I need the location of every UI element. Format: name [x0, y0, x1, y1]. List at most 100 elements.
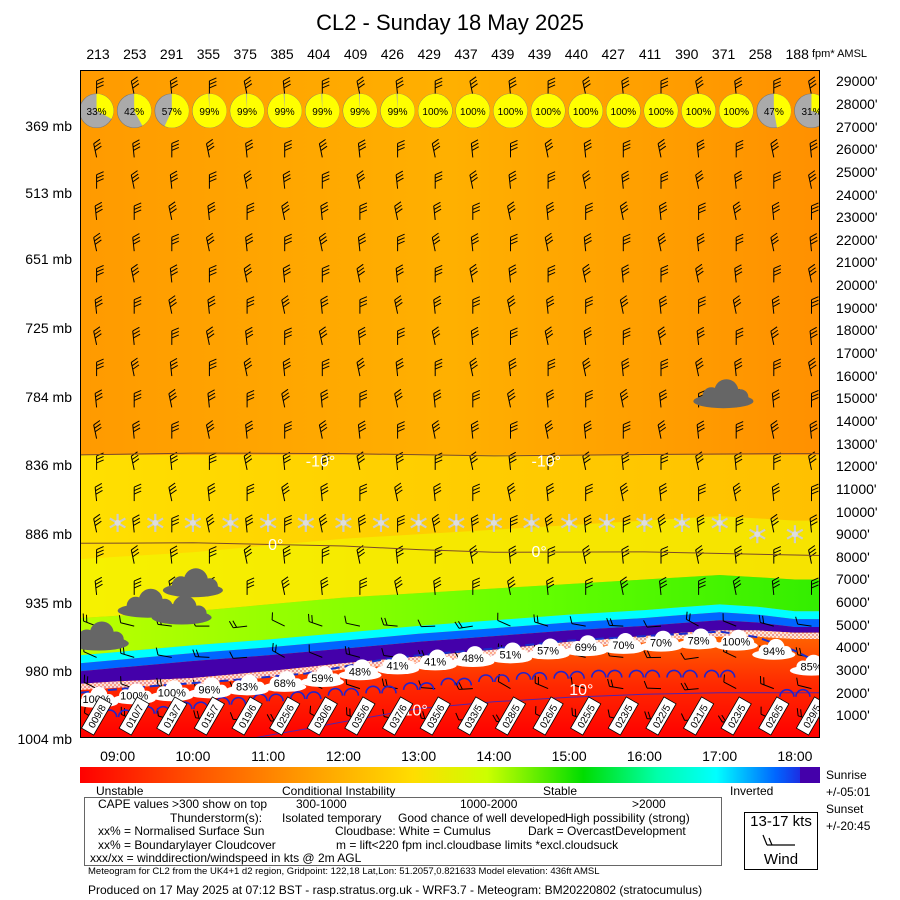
wind-barb [208, 171, 217, 189]
wind-barb [357, 233, 367, 252]
wind-barb [94, 389, 103, 408]
wind-barb [133, 296, 142, 314]
wind-barb [434, 264, 443, 283]
wind-barb [643, 620, 662, 628]
wind-barb [570, 677, 586, 690]
wind-barb [660, 264, 669, 283]
cloud-cover-icon: 99% [192, 93, 227, 129]
wind-barb [510, 327, 518, 345]
cape-value: 390 [675, 46, 699, 62]
wind-scale-word: Wind [763, 851, 799, 868]
wind-barb [732, 295, 742, 314]
wind-barb [321, 264, 330, 283]
cloud-cover-label: 99% [199, 107, 219, 118]
cape-value: 439 [491, 46, 515, 62]
cape-value: 213 [86, 46, 110, 62]
cloud-cover-label: 99% [275, 107, 295, 118]
time-tick-label: 11:00 [251, 748, 286, 764]
blue-edge [80, 612, 820, 672]
wind-barb [208, 546, 217, 564]
time-tick-label: 15:00 [551, 748, 587, 764]
wind-barb [168, 201, 177, 221]
altitude-tick-label: 13000' [836, 435, 878, 452]
wind-barb [320, 201, 329, 220]
wind-barb [680, 652, 699, 660]
wind-barb [771, 483, 780, 502]
wind-barb [94, 295, 103, 314]
wind-barb [168, 388, 177, 408]
wind-barb [246, 389, 255, 408]
wind-barb [497, 612, 511, 627]
thermal-arc-icon [628, 669, 661, 678]
cloud-cover-icon: 100% [681, 93, 716, 129]
altitude-tick-label: 28000' [836, 95, 878, 112]
cloudbase-pct-label: 48% [349, 666, 371, 678]
cape-unit-label: fpm* AMSL [812, 48, 868, 60]
wind-barb [245, 326, 254, 345]
storm-level-1: Isolated temporary [282, 811, 382, 825]
wind-barb [619, 388, 629, 408]
cloudsuck-dots [80, 630, 820, 690]
altitude-tick-label: 4000' [836, 639, 870, 656]
wind-barb [356, 451, 365, 471]
wind-barb [395, 170, 404, 189]
cloudbase-pct-label: 41% [424, 656, 446, 668]
cloudbase-pct-label: 100% [722, 637, 750, 649]
wind-barb [169, 264, 178, 283]
cloud-cover-icon: 100% [417, 93, 453, 129]
wind-barb [169, 545, 178, 564]
wind-barb [796, 677, 812, 690]
wind-barb [320, 483, 329, 502]
thermal-arc-icon [703, 669, 736, 678]
pressure-tick-label: 369 mb [25, 118, 72, 134]
altitude-tick-label: 21000' [836, 254, 878, 271]
wind-barb [344, 615, 361, 627]
wind-barb [171, 421, 179, 439]
thermal-arc-icon [365, 685, 397, 694]
wind-barb [93, 326, 102, 346]
stable-field [80, 575, 820, 656]
wind-barb [619, 576, 629, 596]
cloudbase-pct-label: 51% [499, 649, 521, 661]
storm-cloud-icon [162, 568, 223, 598]
wind-barb [271, 642, 285, 658]
wind-barb [569, 616, 586, 627]
wind-barb [132, 326, 141, 345]
altitude-tick-label: 12000' [836, 458, 878, 475]
wind-barb [811, 202, 819, 220]
legend-box [84, 797, 722, 866]
wind-barb [169, 170, 178, 189]
wind-barb [207, 483, 216, 502]
wind-barb [696, 233, 705, 252]
wind-barb [770, 138, 779, 158]
wind-barb [659, 295, 668, 314]
snowflake-icon [297, 513, 315, 532]
thermal-arc-icon [515, 671, 548, 680]
wind-barb [318, 420, 328, 439]
isotherm-layer: -10° -10°0° 0°10°10° [80, 452, 820, 738]
cape-value: 258 [748, 46, 773, 62]
cloudbase-pct-label: 69% [575, 642, 597, 654]
wind-barb [659, 483, 668, 502]
wind-barb [585, 389, 593, 408]
cloud-cover-icon: 100% [606, 93, 641, 129]
wind-barb [94, 201, 103, 220]
wind-barb [685, 611, 699, 627]
wind-barb [133, 389, 142, 408]
wind-barb [359, 202, 368, 220]
cape-value: 411 [638, 46, 662, 62]
wind-barb [734, 170, 743, 189]
cloudbase-pct-label: 70% [650, 638, 672, 650]
thermal-arc-icon [666, 669, 698, 678]
wind-legend: xxx/xx = winddirection/windspeed in kts … [90, 851, 362, 865]
wind-barb [357, 326, 367, 345]
wind-barb [132, 233, 141, 252]
blcloud-legend: xx% = Boundarylayer Cloudcover [98, 838, 276, 852]
wind-barb [696, 514, 705, 533]
wind-barb [770, 232, 779, 252]
cumulus-cloud-icon [300, 666, 344, 688]
wind-barb [168, 295, 177, 314]
wind-barb [434, 452, 443, 470]
snowflake-icon [410, 513, 427, 532]
wind-barb [246, 296, 255, 314]
